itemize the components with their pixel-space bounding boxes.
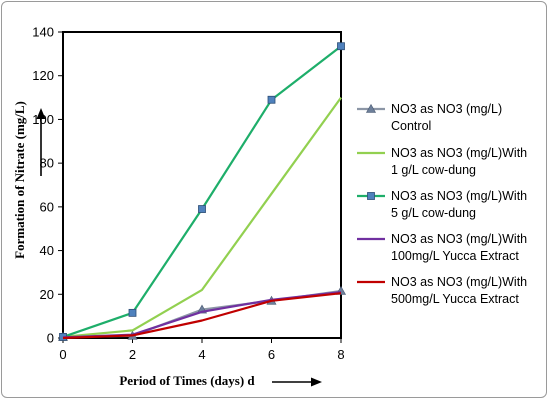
y-tick-label: 100 [32,112,54,127]
plot-area: 0 20 40 60 80 100 120 140 0 2 4 6 8 [32,25,347,362]
legend-label-1: Control [391,119,431,133]
x-tick-label: 6 [268,347,275,362]
legend-label-4: 100mg/L Yucca Extract [391,249,519,263]
x-tick-label: 4 [198,347,205,362]
series-3-point [337,42,345,51]
y-tick-label: 0 [47,331,54,346]
series-3-point [198,205,206,213]
series-line-5 [62,292,342,340]
legend-label-3: 5 g/L cow-dung [391,206,476,220]
series-line-2 [62,96,342,338]
y-tick-label: 120 [32,68,54,83]
y-tick-label: 40 [40,243,54,258]
y-tick-label: 60 [40,199,54,214]
legend-label-2: NO3 as NO3 (mg/L)With [391,146,527,160]
series-line-4 [62,291,342,339]
series-3-point [128,308,137,317]
legend-marker-1 [365,103,377,113]
y-axis-arrow [36,108,46,176]
x-tick-label: 8 [337,347,344,362]
y-tick-label: 140 [32,25,54,40]
y-tick-label: 20 [40,287,54,302]
series-3-point [267,95,276,104]
x-axis-arrow [272,377,322,387]
legend-label-5: NO3 as NO3 (mg/L)With [391,275,527,289]
legend-marker-3 [367,192,375,200]
legend-label-3: NO3 as NO3 (mg/L)With [391,189,527,203]
legend: NO3 as NO3 (mg/L) Control NO3 as NO3 (mg/L… [357,102,527,306]
legend-label-4: NO3 as NO3 (mg/L)With [391,232,527,246]
x-axis-title: Period of Times (days) d [119,373,255,388]
x-tick-label: 2 [129,347,136,362]
legend-label-2: 1 g/L cow-dung [391,163,476,177]
legend-label-1: NO3 as NO3 (mg/L) [391,102,502,116]
series-line-3 [62,45,342,338]
x-tick-label: 0 [59,347,66,362]
y-tick-label: 80 [40,156,54,171]
legend-label-5: 500mg/L Yucca Extract [391,292,519,306]
y-axis-title: Formation of Nitrate (mg/L) [12,101,27,259]
